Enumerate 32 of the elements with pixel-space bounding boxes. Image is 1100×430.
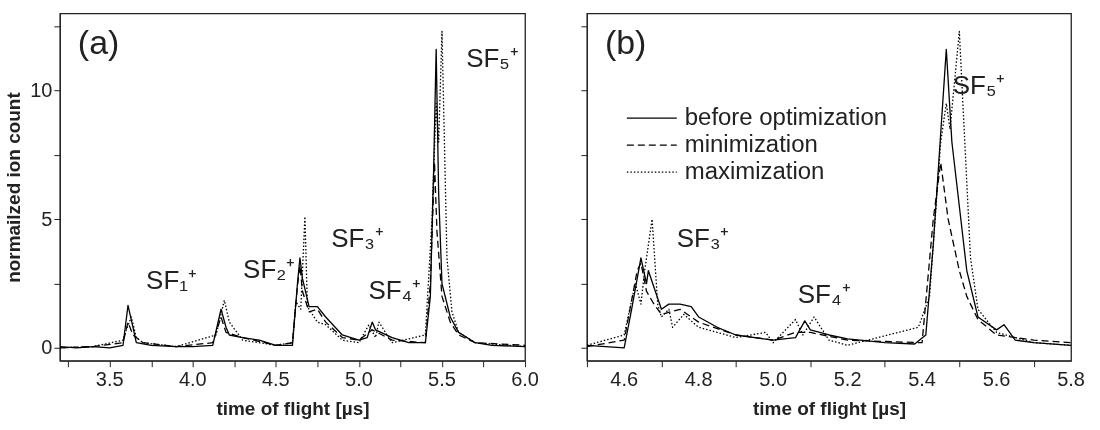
annotation: SF₃⁺	[331, 224, 384, 253]
x-axis-title: time of flight [µs]	[752, 397, 907, 419]
y-tick-label: 0	[41, 336, 53, 359]
x-tick-label: 4.5	[261, 367, 290, 390]
x-tick-label: 6.0	[511, 367, 539, 390]
y-tick-label: 5	[41, 207, 53, 230]
annotation: SF₅⁺	[466, 43, 519, 72]
x-tick-label: 5.6	[982, 367, 1011, 390]
x-tick-label: 5.2	[833, 367, 862, 390]
annotation: SF₂⁺	[243, 255, 296, 284]
y-tick-label: 10	[30, 79, 53, 102]
annotation: SF₄⁺	[797, 279, 851, 308]
annotation: SF₅⁺	[952, 71, 1006, 100]
x-tick-label: 5.0	[759, 367, 788, 390]
annotation: (b)	[604, 23, 647, 62]
x-tick-label: 3.5	[95, 367, 124, 390]
x-tick-label: 5.5	[428, 367, 456, 390]
legend-label: before optimization	[684, 103, 888, 131]
x-tick-label: 4.6	[610, 367, 639, 390]
x-tick-label: 5.0	[345, 367, 373, 390]
y-axis-title: normailzed ion count	[3, 91, 25, 283]
x-tick-label: 4.0	[178, 367, 207, 390]
legend-label: maximization	[684, 157, 825, 185]
x-axis-title: time of flight [µs]	[216, 397, 370, 419]
annotation: SF₃⁺	[676, 224, 730, 253]
annotation: (a)	[77, 23, 120, 62]
annotation: SF₁⁺	[146, 265, 197, 294]
x-tick-label: 4.8	[684, 367, 713, 390]
x-tick-label: 5.8	[1057, 367, 1085, 390]
x-tick-label: 5.4	[908, 367, 936, 390]
annotation: SF₄⁺	[368, 276, 422, 305]
legend-label: minimization	[684, 130, 818, 158]
